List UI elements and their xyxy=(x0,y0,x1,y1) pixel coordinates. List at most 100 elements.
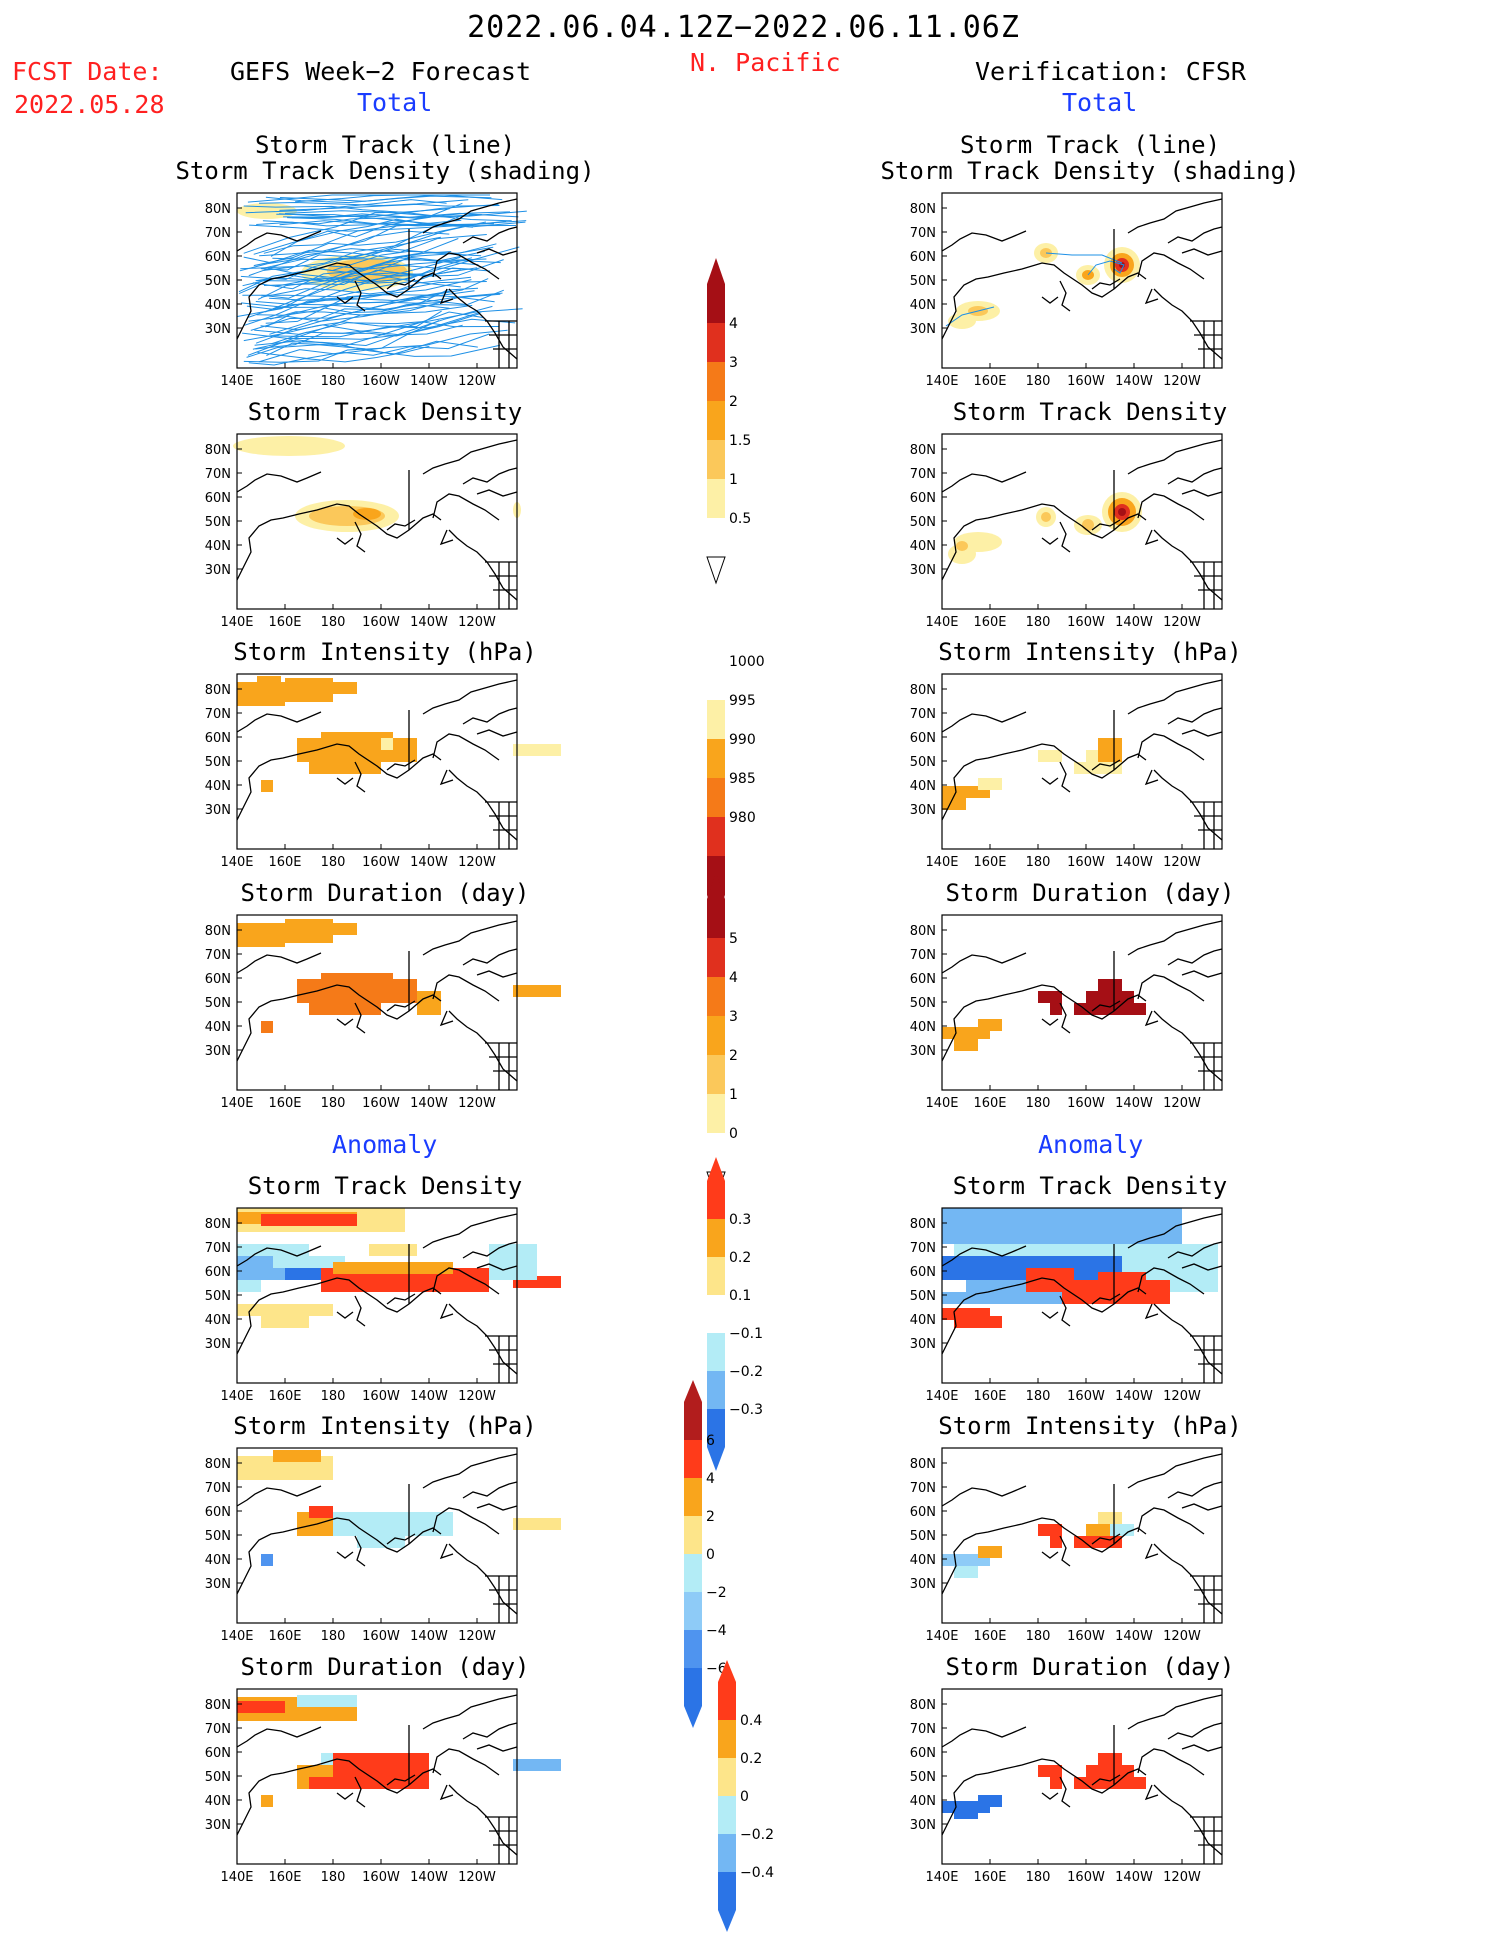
lon-tick-label: 180 xyxy=(321,1389,346,1404)
map-verification-anom-intensity: 80N 70N 60N 50N 40N 30N 140E 160E 180 160W 140W 120… xyxy=(910,1447,1223,1644)
fcst-date-label: FCST Date: xyxy=(12,57,163,86)
colorbar-segment xyxy=(707,899,725,938)
storm-track-line xyxy=(249,224,517,232)
map-frame xyxy=(941,1447,1223,1624)
left-title-anom-intensity: Storm Intensity (hPa) xyxy=(233,1412,537,1440)
colorbar-segment xyxy=(718,1834,736,1872)
colorbar-tick-label: 2 xyxy=(706,1509,715,1525)
lat-tick-label: 70N xyxy=(910,1481,936,1496)
colorbar-segment xyxy=(707,1295,725,1333)
grid-cell xyxy=(273,1450,321,1462)
map-forecast-anom-track-density: 80N 70N 60N 50N 40N 30N 140E 160E 180 160W 140W 120… xyxy=(205,1207,561,1404)
colorbar-anom-duration: 0.4 0.2 0 −0.2 −0.4 xyxy=(716,1660,796,1946)
colorbar-tick-label: −2 xyxy=(706,1585,727,1601)
storm-track-line xyxy=(253,218,470,255)
storm-track-line xyxy=(240,248,482,280)
colorbar-segment xyxy=(707,401,725,440)
coastline xyxy=(236,920,518,1090)
lon-tick-label: 160W xyxy=(1067,1389,1105,1404)
grid-cell xyxy=(237,1280,261,1292)
lon-tick-label: 120W xyxy=(458,1096,496,1111)
map-verification-track-line: 80N 70N 60N 50N 40N 30N 140E 160E 180 160W 140W 120… xyxy=(910,192,1223,389)
lat-tick-label: 80N xyxy=(910,1217,936,1232)
lon-tick-label: 140E xyxy=(925,1096,958,1111)
storm-track-line xyxy=(243,249,452,264)
grid-cell xyxy=(237,1244,309,1256)
right-title-duration: Storm Duration (day) xyxy=(945,879,1235,907)
lat-tick-label: 80N xyxy=(910,202,936,217)
grid-cell xyxy=(333,1262,453,1274)
lat-tick-label: 80N xyxy=(910,1457,936,1472)
colorbar-tick-label: 6 xyxy=(706,1433,715,1449)
lat-tick-label: 70N xyxy=(205,467,231,482)
colorbar-tick-label: 1 xyxy=(729,472,738,488)
colorbar-segment xyxy=(707,1133,725,1172)
lat-tick-label: 30N xyxy=(205,563,231,578)
grid-cell xyxy=(417,991,441,1015)
storm-track-line xyxy=(945,306,995,327)
grid-cell xyxy=(954,1807,978,1819)
lat-tick-label: 30N xyxy=(910,1044,936,1059)
lon-tick-label: 140E xyxy=(925,1870,958,1885)
lon-tick-label: 180 xyxy=(1026,1389,1051,1404)
shading-layer xyxy=(942,979,1146,1051)
colorbar-tick-label: 0.2 xyxy=(729,1250,751,1266)
storm-track-line xyxy=(245,199,447,214)
grid-cell xyxy=(942,1208,1182,1244)
grid-cell xyxy=(237,1701,285,1713)
lon-tick-label: 120W xyxy=(1163,374,1201,389)
coastline xyxy=(941,920,1223,1090)
coastline xyxy=(236,1213,518,1383)
storm-track-line xyxy=(258,329,508,363)
shading-layer xyxy=(948,492,1142,564)
colorbar-tick-label: 3 xyxy=(729,1009,738,1025)
colorbar-segment xyxy=(718,1720,736,1758)
lon-tick-label: 160E xyxy=(268,1870,301,1885)
lat-tick-label: 80N xyxy=(205,683,231,698)
coastline xyxy=(236,439,518,609)
colorbar-segment xyxy=(707,1094,725,1133)
lon-tick-label: 160E xyxy=(268,855,301,870)
lat-tick-label: 40N xyxy=(205,1794,231,1809)
colorbar-segment xyxy=(707,440,725,479)
grid-cell xyxy=(261,1214,357,1226)
lat-tick-label: 40N xyxy=(205,539,231,554)
grid-cell xyxy=(513,1759,561,1771)
coastline xyxy=(941,198,1223,368)
map-verification-anom-duration: 80N 70N 60N 50N 40N 30N 140E 160E 180 160W 140W 120… xyxy=(910,1688,1223,1885)
shading-layer xyxy=(237,919,561,1033)
lon-tick-label: 140W xyxy=(1115,1629,1153,1644)
lat-tick-label: 60N xyxy=(910,972,936,987)
colorbar-segment xyxy=(707,977,725,1016)
lon-tick-label: 120W xyxy=(1163,1096,1201,1111)
right-title-track-density: Storm Track Density xyxy=(952,398,1228,426)
colorbar-tick-label: 985 xyxy=(729,771,756,787)
grid-cell xyxy=(1074,1003,1146,1015)
lat-tick-label: 50N xyxy=(205,1770,231,1785)
left-anomaly-label: Anomaly xyxy=(332,1130,438,1159)
lat-tick-label: 30N xyxy=(910,563,936,578)
lat-tick-label: 60N xyxy=(205,250,231,265)
lat-tick-label: 50N xyxy=(910,515,936,530)
storm-track-line xyxy=(265,287,479,328)
lat-tick-label: 70N xyxy=(910,1722,936,1737)
coastline xyxy=(941,1694,1223,1864)
colorbar-bottom-arrow xyxy=(706,556,726,585)
lat-tick-label: 60N xyxy=(205,972,231,987)
lat-tick-label: 40N xyxy=(910,1313,936,1328)
lat-tick-label: 60N xyxy=(910,1746,936,1761)
grid-cell xyxy=(369,1244,417,1256)
lon-tick-label: 160E xyxy=(268,1629,301,1644)
colorbar-segment xyxy=(707,1371,725,1409)
shading-layer xyxy=(237,1208,561,1328)
coastline xyxy=(941,439,1223,609)
colorbar-tick-label: 0.2 xyxy=(740,1751,762,1767)
colorbar-segment xyxy=(707,479,725,518)
storm-track-line xyxy=(253,221,487,267)
lon-tick-label: 160E xyxy=(268,1096,301,1111)
colorbar-tick-label: 3 xyxy=(729,355,738,371)
right-title-anom-intensity: Storm Intensity (hPa) xyxy=(938,1412,1242,1440)
density-blob xyxy=(1118,508,1126,516)
grid-cell xyxy=(1062,1292,1158,1304)
grid-cell xyxy=(273,1256,345,1268)
